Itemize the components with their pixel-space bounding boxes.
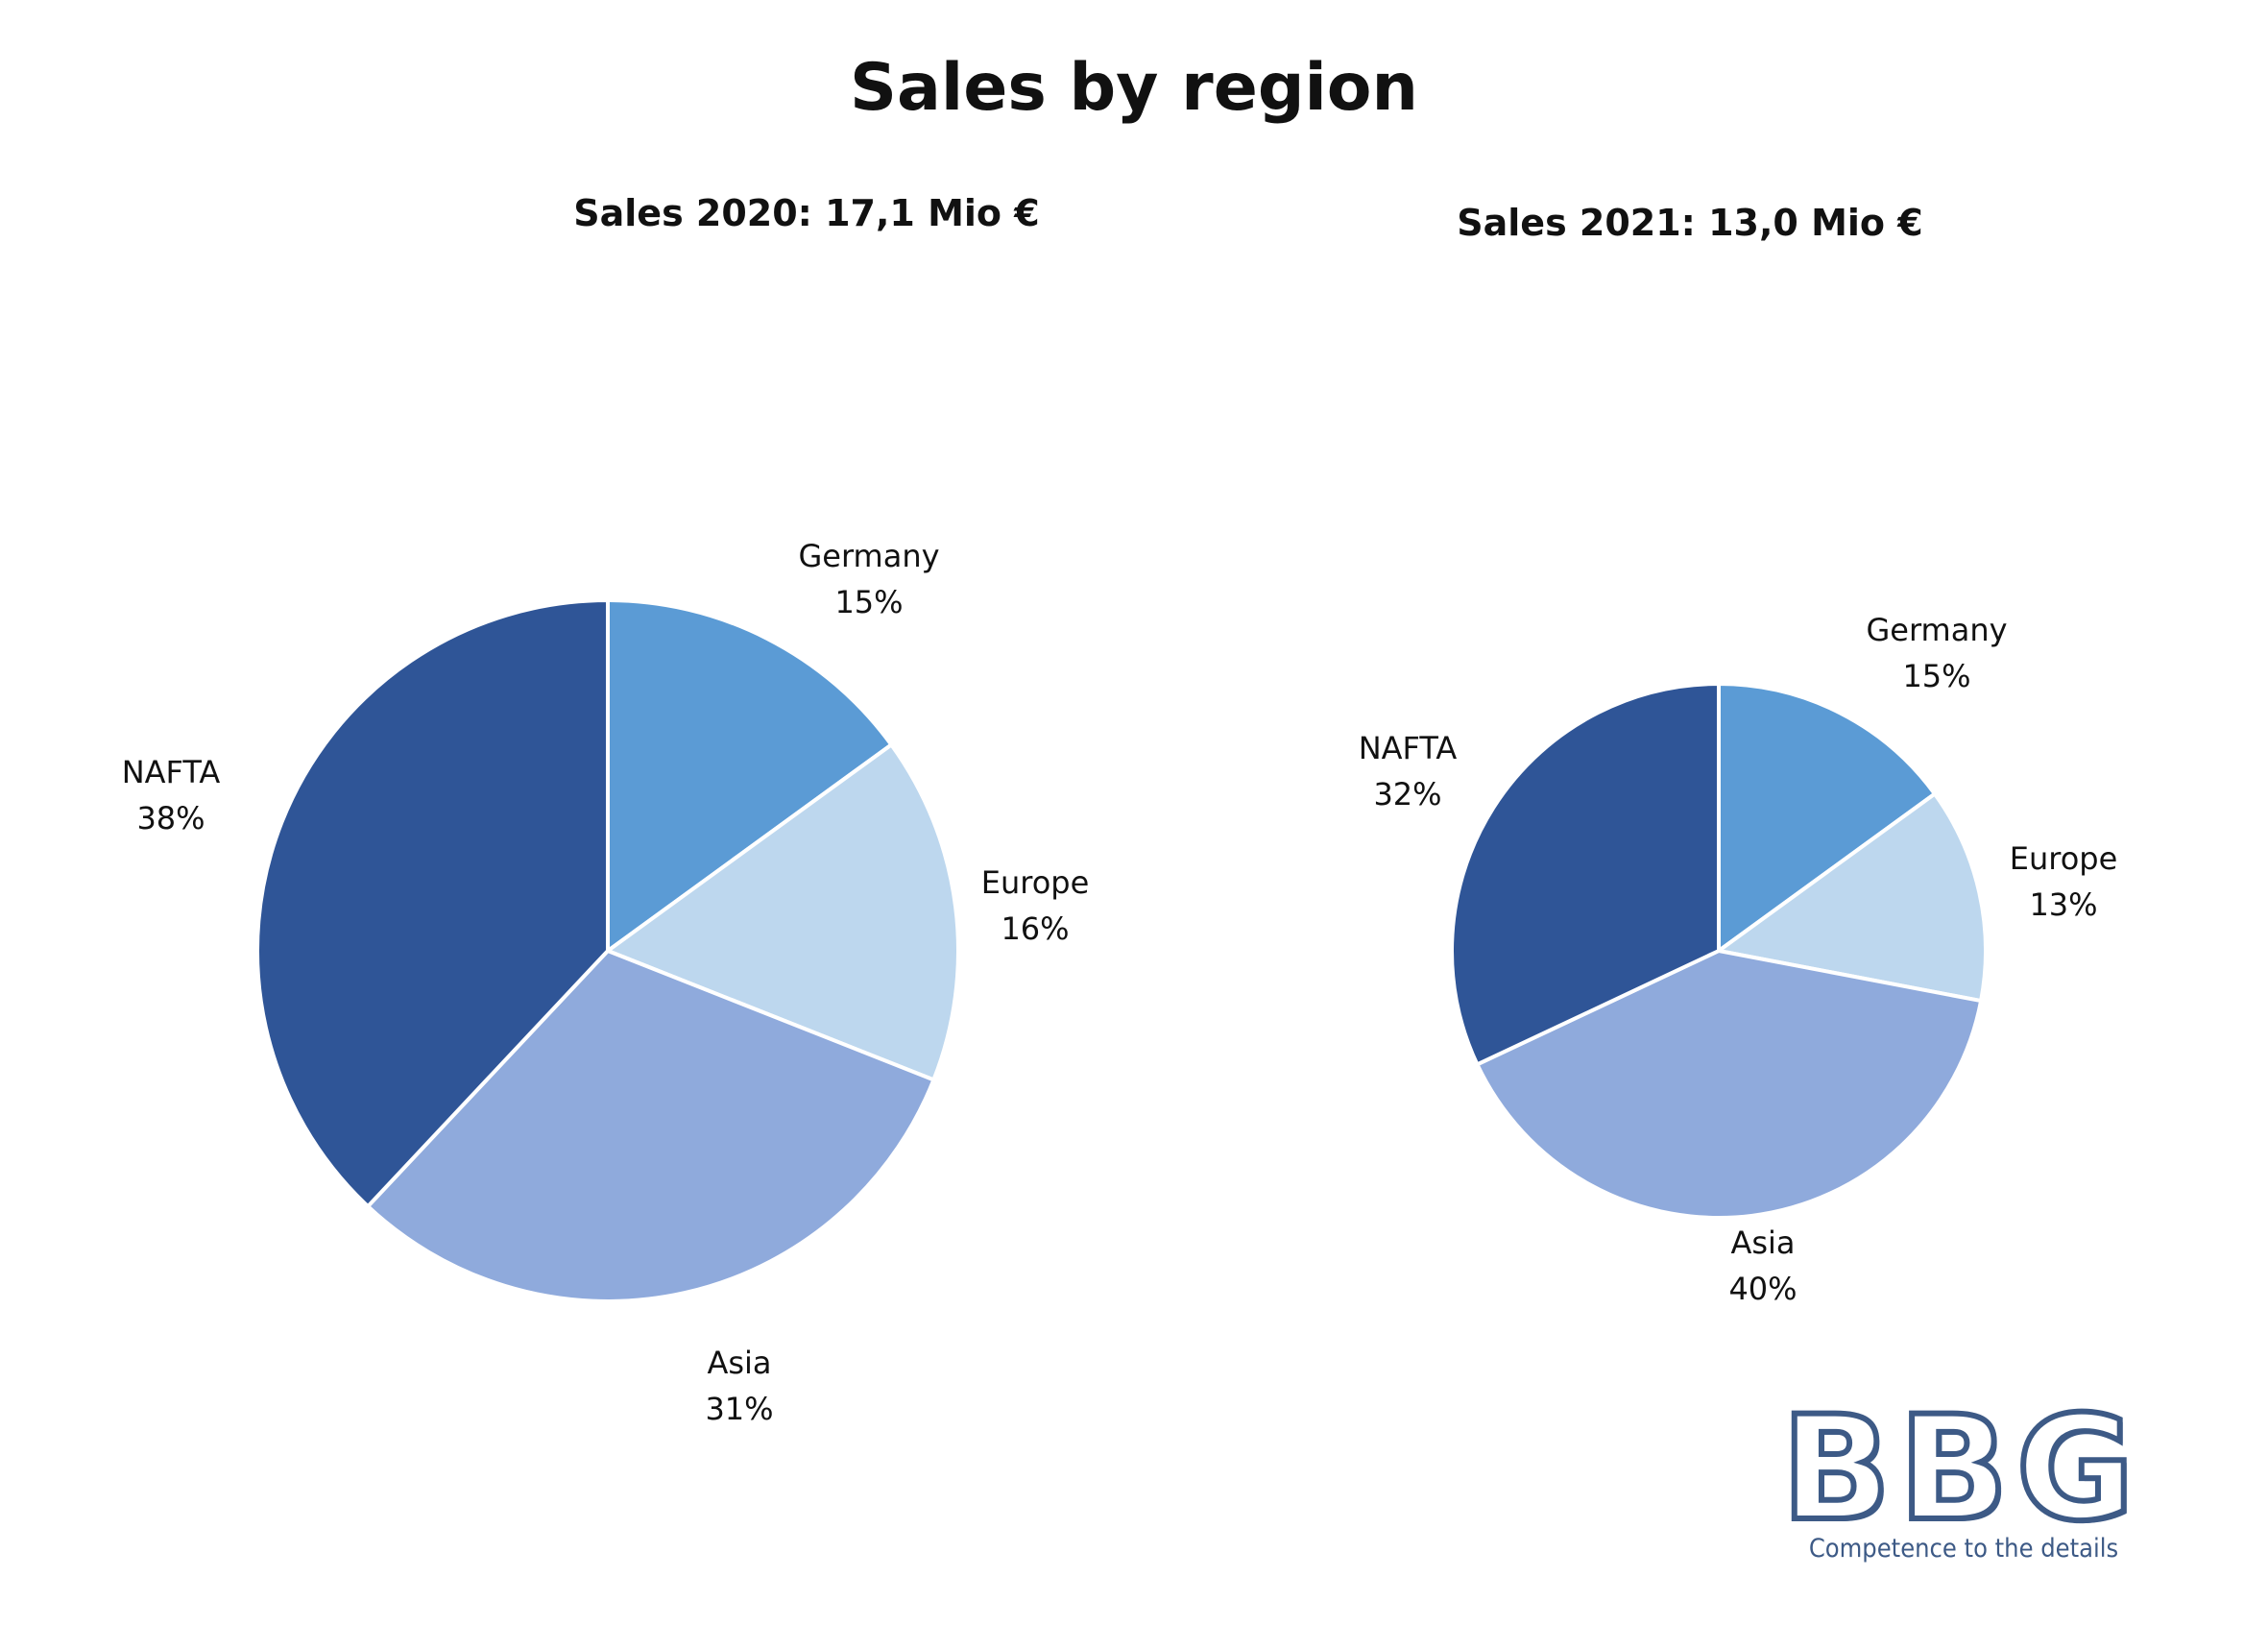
slice-label-nafta: NAFTA	[1359, 730, 1458, 766]
pie-slice-nafta	[1450, 681, 1721, 1068]
pie-chart-2021: Germany 15% Europe 13% Asia 40% NAFTA 32%	[1359, 612, 2118, 1307]
pie-slice-europe	[603, 741, 961, 1082]
slice-value-asia: 31%	[705, 1391, 773, 1427]
slice-value-europe: 13%	[2029, 886, 2097, 923]
bbg-logo: BBG Competence to the details	[1778, 1386, 2146, 1565]
logo-letters: BBG	[1778, 1386, 2142, 1553]
slice-value-nafta: 38%	[136, 800, 205, 837]
pie-slice-germany	[1717, 681, 1938, 955]
logo-tagline: Competence to the details	[1808, 1534, 2119, 1564]
pie-chart-2020: Germany 15% Europe 16% Asia 31% NAFTA 38%	[122, 538, 1090, 1427]
chart-2020-title: Sales 2020: 17,1 Mio €	[573, 192, 1040, 234]
slice-value-asia: 40%	[1728, 1271, 1797, 1307]
pie-slice-europe	[1714, 790, 1989, 1004]
pie-slice-asia	[365, 948, 936, 1303]
chart-2021-title: Sales 2021: 13,0 Mio €	[1457, 202, 1923, 244]
slice-label-germany: Germany	[1866, 612, 2007, 648]
slice-label-europe: Europe	[981, 864, 1090, 901]
slice-label-europe: Europe	[2010, 840, 2118, 877]
pie-slice-nafta	[255, 597, 610, 1209]
slice-value-europe: 16%	[1001, 910, 1069, 947]
slice-label-asia: Asia	[707, 1345, 771, 1381]
slice-label-nafta: NAFTA	[122, 754, 221, 790]
slice-label-germany: Germany	[798, 538, 939, 574]
slice-value-germany: 15%	[834, 584, 903, 620]
pie-slice-germany	[606, 597, 895, 955]
pie-slice-asia	[1474, 948, 1984, 1221]
page-title: Sales by region	[850, 50, 1418, 126]
slice-value-germany: 15%	[1902, 658, 1970, 694]
slice-label-asia: Asia	[1730, 1225, 1795, 1261]
slice-value-nafta: 32%	[1373, 776, 1441, 812]
